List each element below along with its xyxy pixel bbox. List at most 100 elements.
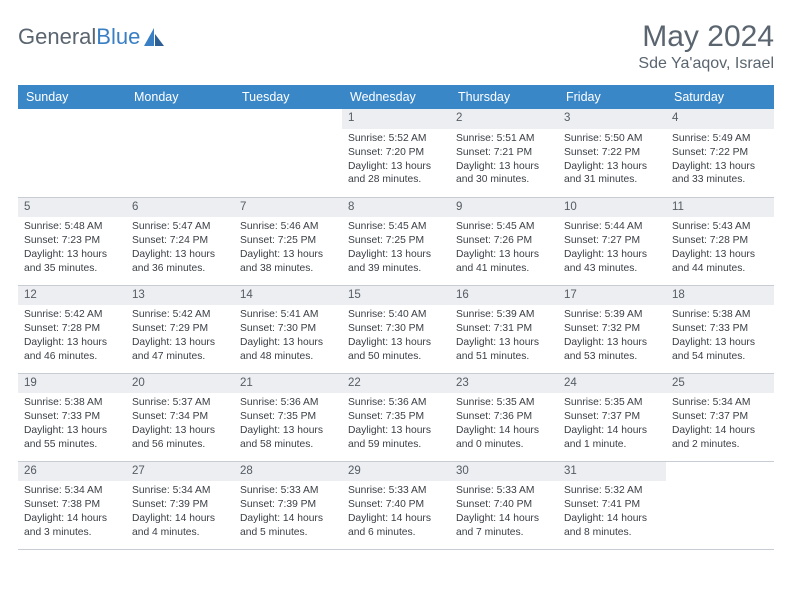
- day-detail-line: Sunset: 7:34 PM: [132, 410, 228, 424]
- day-details: Sunrise: 5:48 AMSunset: 7:23 PMDaylight:…: [18, 217, 126, 280]
- day-detail-line: Daylight: 13 hours: [348, 424, 444, 438]
- day-detail-line: Sunrise: 5:36 AM: [240, 396, 336, 410]
- day-detail-line: Sunset: 7:23 PM: [24, 234, 120, 248]
- day-detail-line: Sunset: 7:22 PM: [672, 146, 768, 160]
- day-detail-line: Sunrise: 5:34 AM: [132, 484, 228, 498]
- calendar-cell: 24Sunrise: 5:35 AMSunset: 7:37 PMDayligh…: [558, 373, 666, 461]
- weekday-header: Wednesday: [342, 85, 450, 109]
- day-detail-line: and 35 minutes.: [24, 262, 120, 276]
- day-detail-line: and 1 minute.: [564, 438, 660, 452]
- day-number: 15: [342, 286, 450, 306]
- calendar-cell: 7Sunrise: 5:46 AMSunset: 7:25 PMDaylight…: [234, 197, 342, 285]
- day-details: Sunrise: 5:39 AMSunset: 7:32 PMDaylight:…: [558, 305, 666, 368]
- calendar-cell: 9Sunrise: 5:45 AMSunset: 7:26 PMDaylight…: [450, 197, 558, 285]
- weekday-header: Tuesday: [234, 85, 342, 109]
- day-detail-line: Daylight: 13 hours: [24, 336, 120, 350]
- calendar-cell: 21Sunrise: 5:36 AMSunset: 7:35 PMDayligh…: [234, 373, 342, 461]
- day-detail-line: Sunrise: 5:45 AM: [456, 220, 552, 234]
- day-detail-line: Sunset: 7:40 PM: [348, 498, 444, 512]
- day-detail-line: Daylight: 13 hours: [348, 336, 444, 350]
- calendar-cell: [18, 109, 126, 197]
- calendar-cell: 26Sunrise: 5:34 AMSunset: 7:38 PMDayligh…: [18, 461, 126, 549]
- day-details: Sunrise: 5:46 AMSunset: 7:25 PMDaylight:…: [234, 217, 342, 280]
- day-detail-line: Sunrise: 5:41 AM: [240, 308, 336, 322]
- day-detail-line: Sunrise: 5:51 AM: [456, 132, 552, 146]
- day-details: Sunrise: 5:34 AMSunset: 7:37 PMDaylight:…: [666, 393, 774, 456]
- day-details: Sunrise: 5:43 AMSunset: 7:28 PMDaylight:…: [666, 217, 774, 280]
- calendar-week-row: 5Sunrise: 5:48 AMSunset: 7:23 PMDaylight…: [18, 197, 774, 285]
- day-detail-line: Daylight: 14 hours: [456, 512, 552, 526]
- day-number: 17: [558, 286, 666, 306]
- day-details: Sunrise: 5:34 AMSunset: 7:38 PMDaylight:…: [18, 481, 126, 544]
- day-detail-line: Sunrise: 5:32 AM: [564, 484, 660, 498]
- day-detail-line: Sunrise: 5:48 AM: [24, 220, 120, 234]
- day-detail-line: and 36 minutes.: [132, 262, 228, 276]
- calendar-week-row: 12Sunrise: 5:42 AMSunset: 7:28 PMDayligh…: [18, 285, 774, 373]
- day-number: 22: [342, 374, 450, 394]
- calendar-cell: 1Sunrise: 5:52 AMSunset: 7:20 PMDaylight…: [342, 109, 450, 197]
- day-number: 19: [18, 374, 126, 394]
- day-details: Sunrise: 5:33 AMSunset: 7:40 PMDaylight:…: [450, 481, 558, 544]
- calendar-cell: 6Sunrise: 5:47 AMSunset: 7:24 PMDaylight…: [126, 197, 234, 285]
- day-detail-line: Daylight: 14 hours: [564, 512, 660, 526]
- day-detail-line: Daylight: 14 hours: [24, 512, 120, 526]
- day-number: 10: [558, 198, 666, 218]
- day-detail-line: Sunrise: 5:40 AM: [348, 308, 444, 322]
- day-detail-line: Sunset: 7:32 PM: [564, 322, 660, 336]
- calendar-cell: 22Sunrise: 5:36 AMSunset: 7:35 PMDayligh…: [342, 373, 450, 461]
- calendar-cell: 4Sunrise: 5:49 AMSunset: 7:22 PMDaylight…: [666, 109, 774, 197]
- day-detail-line: Sunset: 7:35 PM: [348, 410, 444, 424]
- day-detail-line: Sunrise: 5:43 AM: [672, 220, 768, 234]
- day-details: Sunrise: 5:47 AMSunset: 7:24 PMDaylight:…: [126, 217, 234, 280]
- day-number: 6: [126, 198, 234, 218]
- day-detail-line: Sunrise: 5:44 AM: [564, 220, 660, 234]
- day-detail-line: Sunset: 7:31 PM: [456, 322, 552, 336]
- day-detail-line: Daylight: 13 hours: [564, 160, 660, 174]
- calendar-cell: 28Sunrise: 5:33 AMSunset: 7:39 PMDayligh…: [234, 461, 342, 549]
- day-details: Sunrise: 5:44 AMSunset: 7:27 PMDaylight:…: [558, 217, 666, 280]
- day-detail-line: Daylight: 13 hours: [240, 336, 336, 350]
- day-detail-line: Daylight: 14 hours: [132, 512, 228, 526]
- day-details: Sunrise: 5:52 AMSunset: 7:20 PMDaylight:…: [342, 129, 450, 192]
- day-detail-line: Daylight: 13 hours: [564, 248, 660, 262]
- day-detail-line: and 38 minutes.: [240, 262, 336, 276]
- day-number: 20: [126, 374, 234, 394]
- day-details: Sunrise: 5:42 AMSunset: 7:29 PMDaylight:…: [126, 305, 234, 368]
- day-detail-line: Daylight: 13 hours: [240, 248, 336, 262]
- calendar-cell: 19Sunrise: 5:38 AMSunset: 7:33 PMDayligh…: [18, 373, 126, 461]
- day-detail-line: Daylight: 14 hours: [240, 512, 336, 526]
- weekday-header: Saturday: [666, 85, 774, 109]
- day-number: 4: [666, 109, 774, 129]
- calendar-cell: [126, 109, 234, 197]
- day-details: Sunrise: 5:35 AMSunset: 7:36 PMDaylight:…: [450, 393, 558, 456]
- calendar-cell: 13Sunrise: 5:42 AMSunset: 7:29 PMDayligh…: [126, 285, 234, 373]
- day-detail-line: and 41 minutes.: [456, 262, 552, 276]
- day-detail-line: and 33 minutes.: [672, 173, 768, 187]
- day-number: 13: [126, 286, 234, 306]
- day-detail-line: and 3 minutes.: [24, 526, 120, 540]
- calendar-table: SundayMondayTuesdayWednesdayThursdayFrid…: [18, 85, 774, 550]
- day-detail-line: and 56 minutes.: [132, 438, 228, 452]
- day-detail-line: Sunset: 7:21 PM: [456, 146, 552, 160]
- day-detail-line: and 51 minutes.: [456, 350, 552, 364]
- day-detail-line: Daylight: 13 hours: [132, 424, 228, 438]
- calendar-cell: 30Sunrise: 5:33 AMSunset: 7:40 PMDayligh…: [450, 461, 558, 549]
- day-detail-line: Sunset: 7:41 PM: [564, 498, 660, 512]
- calendar-cell: 12Sunrise: 5:42 AMSunset: 7:28 PMDayligh…: [18, 285, 126, 373]
- day-detail-line: and 54 minutes.: [672, 350, 768, 364]
- day-details: Sunrise: 5:40 AMSunset: 7:30 PMDaylight:…: [342, 305, 450, 368]
- day-detail-line: Sunset: 7:25 PM: [348, 234, 444, 248]
- day-details: Sunrise: 5:37 AMSunset: 7:34 PMDaylight:…: [126, 393, 234, 456]
- day-number: 29: [342, 462, 450, 482]
- day-number: 30: [450, 462, 558, 482]
- day-detail-line: and 39 minutes.: [348, 262, 444, 276]
- logo: GeneralBlue: [18, 20, 166, 50]
- day-detail-line: Daylight: 13 hours: [672, 248, 768, 262]
- weekday-header: Friday: [558, 85, 666, 109]
- day-detail-line: Sunset: 7:37 PM: [672, 410, 768, 424]
- day-detail-line: Sunrise: 5:46 AM: [240, 220, 336, 234]
- day-details: Sunrise: 5:45 AMSunset: 7:26 PMDaylight:…: [450, 217, 558, 280]
- calendar-cell: 10Sunrise: 5:44 AMSunset: 7:27 PMDayligh…: [558, 197, 666, 285]
- day-detail-line: and 2 minutes.: [672, 438, 768, 452]
- day-detail-line: Sunset: 7:35 PM: [240, 410, 336, 424]
